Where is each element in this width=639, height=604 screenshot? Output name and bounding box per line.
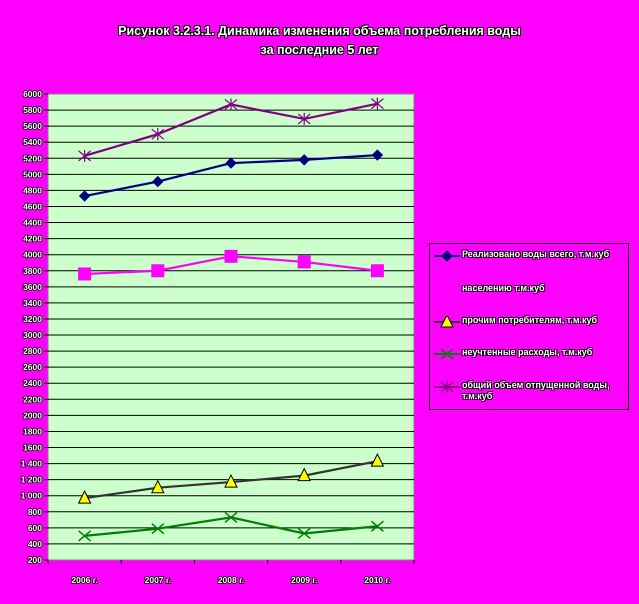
legend-label: населению т.м.куб — [462, 283, 545, 293]
data-point — [77, 490, 92, 504]
y-tick-label: 1 400 — [21, 459, 43, 469]
legend-key — [434, 284, 460, 297]
data-point — [370, 453, 385, 467]
data-point — [440, 284, 454, 297]
x-axis: 2006 г. 2007 г. 2008 г. 2009 г. 2010 г. — [47, 560, 415, 586]
data-point — [78, 190, 91, 202]
y-tick-label: 4400 — [23, 218, 42, 228]
legend-key — [434, 381, 460, 393]
data-point — [371, 149, 384, 161]
data-point — [370, 520, 384, 532]
data-point — [297, 527, 311, 540]
y-tick-label: 3200 — [23, 314, 42, 324]
legend-label: Реализовано воды всего, т.м.куб — [462, 249, 610, 259]
data-point — [440, 381, 454, 393]
data-point — [152, 175, 164, 188]
x-tick-label: 2009 г. — [291, 575, 317, 585]
legend-label: общий объем отпущенной воды, т.м.куб — [462, 380, 610, 401]
y-tick-label: 5000 — [23, 169, 42, 179]
y-axis: 200 400 600 800 1 000 1 200 1 400 1600 1800 2000 2… — [20, 88, 48, 566]
y-tick-label: 200 — [28, 555, 42, 565]
data-point — [78, 149, 91, 162]
data-point — [224, 511, 238, 523]
data-point — [297, 467, 312, 482]
series-group — [77, 97, 385, 542]
legend-key — [434, 250, 460, 262]
x-tick-label: 2010 г. — [364, 575, 390, 585]
y-tick-label: 6000 — [23, 89, 42, 99]
data-point — [297, 255, 311, 269]
data-point — [224, 98, 238, 111]
y-tick-label: 4800 — [23, 185, 42, 195]
data-point — [370, 264, 384, 278]
y-tick-label: 4000 — [23, 250, 42, 260]
data-point — [151, 523, 165, 535]
legend-label: неучтенные расходы, т.м.куб — [462, 347, 593, 357]
legend-key — [434, 316, 460, 328]
data-point — [151, 128, 165, 141]
data-point — [441, 250, 453, 262]
data-point — [78, 267, 92, 281]
data-point — [224, 473, 238, 488]
y-tick-label: 2000 — [23, 410, 42, 420]
y-tick-label: 3400 — [23, 298, 42, 308]
y-tick-label: 3000 — [23, 330, 42, 340]
x-tick-label: 2006 г. — [71, 575, 97, 585]
y-tick-label: 3800 — [23, 266, 42, 276]
series-1 — [78, 149, 384, 202]
gridlines — [48, 109, 414, 545]
y-tick-label: 2800 — [23, 346, 42, 356]
data-point — [298, 154, 310, 166]
data-point — [151, 264, 165, 278]
y-tick-label: 5800 — [23, 105, 42, 115]
y-tick-label: 1 000 — [21, 491, 43, 501]
y-tick-label: 2200 — [23, 394, 42, 404]
chart-title-line-2: за последние 5 лет — [260, 43, 379, 57]
chart-title: Рисунок 3.2.3.1. Динамика изменения объе… — [0, 22, 639, 60]
legend-key — [434, 348, 460, 360]
y-tick-label: 5200 — [23, 153, 42, 163]
y-tick-label: 2400 — [23, 378, 42, 388]
y-tick-label: 2600 — [23, 362, 42, 372]
y-tick-label: 4200 — [23, 234, 42, 244]
data-point — [440, 348, 454, 360]
x-tick-label: 2007 г. — [145, 575, 171, 585]
data-point — [371, 97, 384, 110]
y-tick-label: 3600 — [23, 282, 42, 292]
y-tick-label: 5600 — [23, 121, 42, 131]
data-point — [225, 157, 237, 169]
legend: Реализовано воды всего, т.м.куб населению… — [429, 243, 629, 410]
series-5 — [78, 97, 384, 162]
y-tick-label: 800 — [28, 507, 42, 517]
y-tick-label: 4600 — [23, 201, 42, 211]
y-tick-label: 5400 — [23, 137, 42, 147]
x-tick-label: 2008 г. — [218, 575, 244, 585]
data-point — [297, 112, 311, 125]
series-2 — [78, 249, 384, 281]
y-tick-label: 1800 — [23, 426, 42, 436]
y-tick-label: 600 — [28, 523, 42, 533]
data-point — [150, 479, 165, 494]
chart-title-line-1: Рисунок 3.2.3.1. Динамика изменения объе… — [118, 24, 521, 38]
data-point — [78, 530, 92, 542]
y-tick-label: 400 — [28, 539, 42, 549]
series-4 — [78, 511, 384, 542]
y-tick-label: 1600 — [23, 443, 42, 453]
data-point — [224, 249, 238, 263]
series-3 — [77, 453, 385, 504]
y-tick-label: 1 200 — [21, 475, 43, 485]
legend-label: прочим потребителям, т.м.куб — [462, 315, 598, 325]
data-point — [440, 316, 454, 328]
